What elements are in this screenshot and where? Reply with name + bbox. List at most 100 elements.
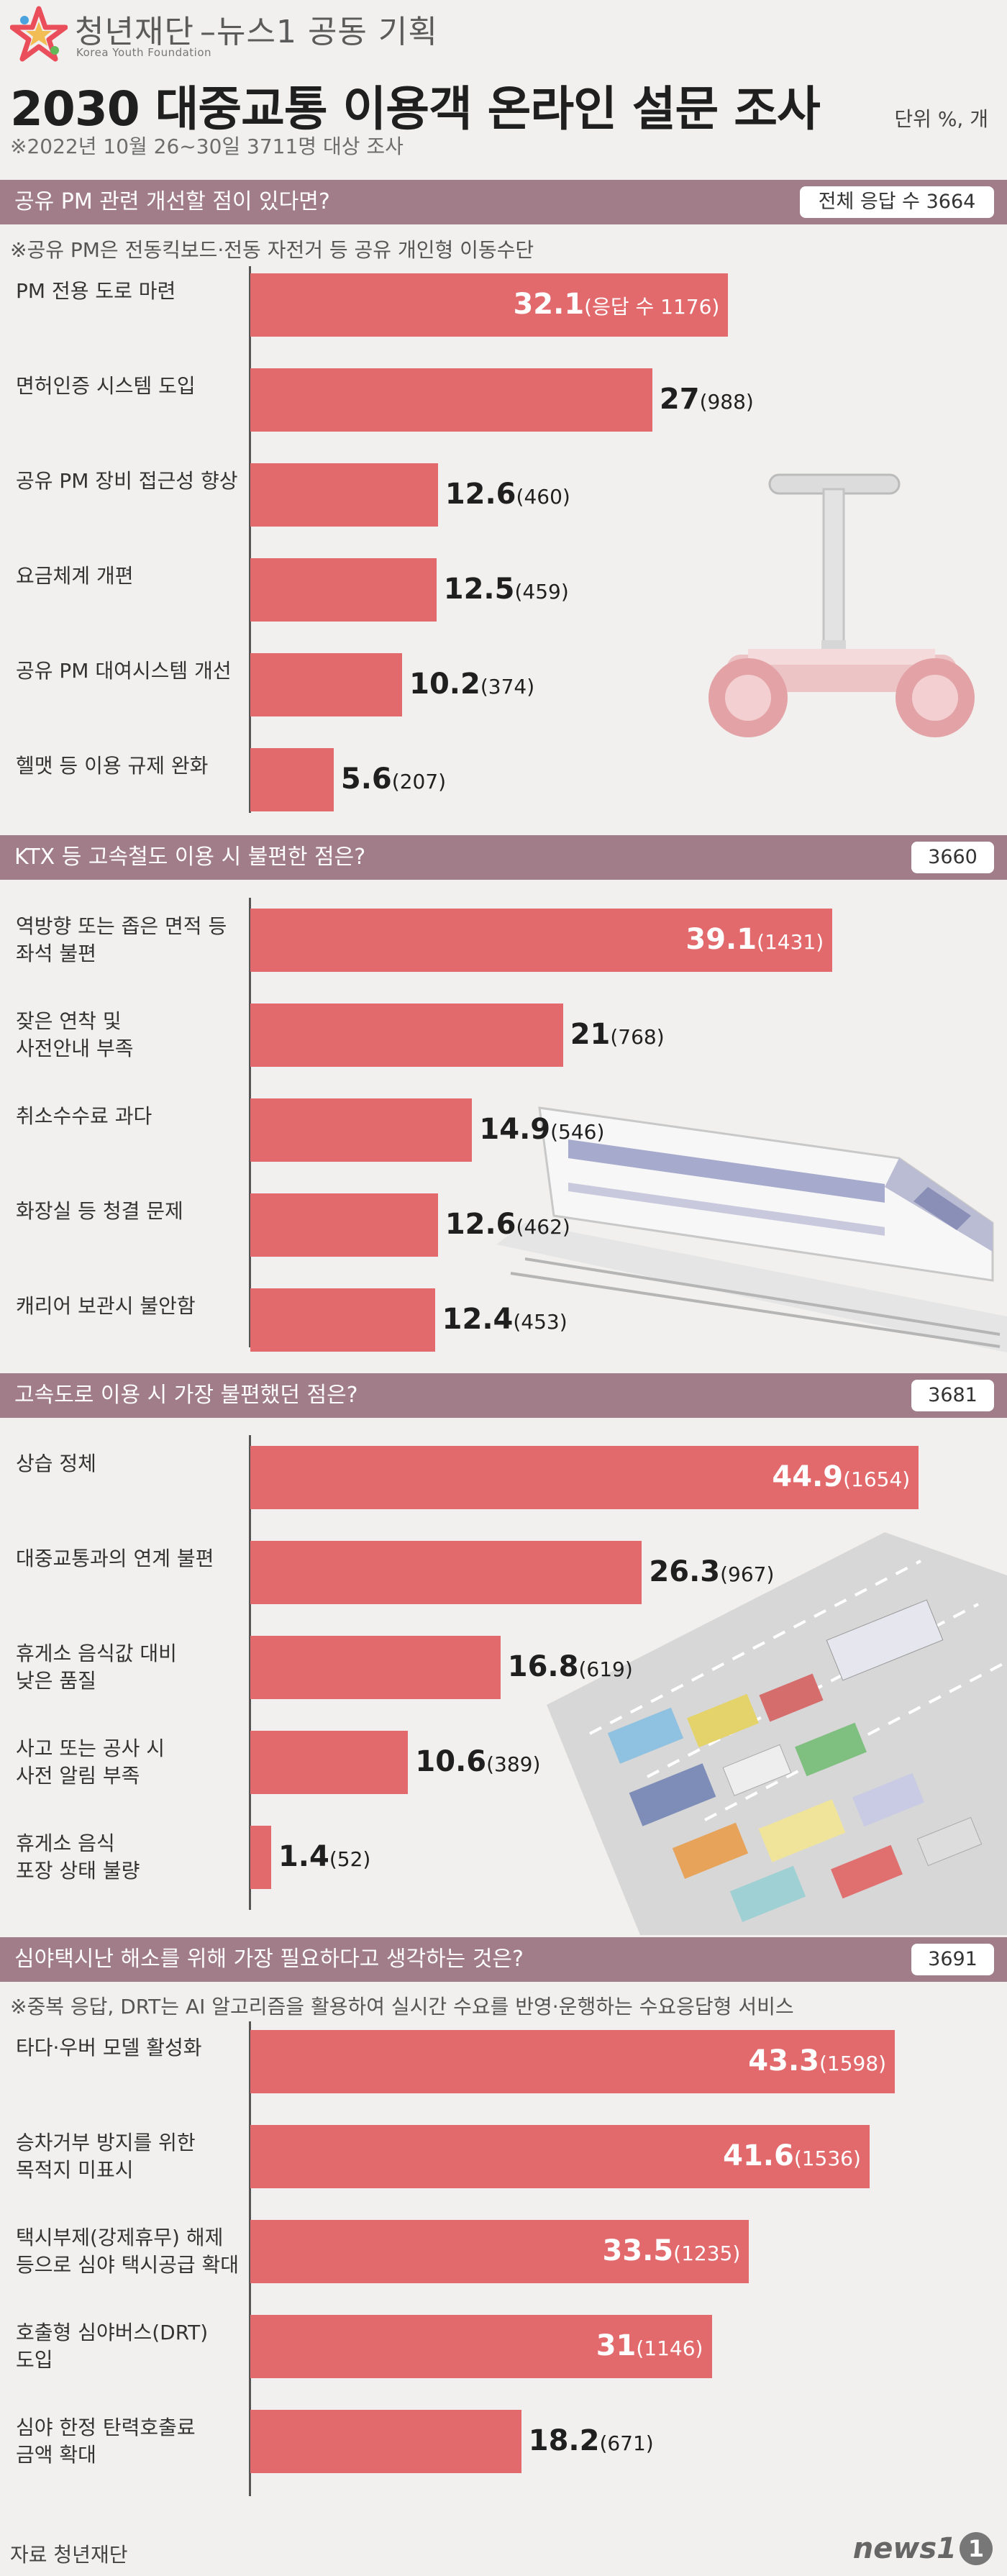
category-label: 휴게소 음식 포장 상태 불량 [16, 1831, 140, 1883]
source-label: 자료 청년재단 [10, 2543, 128, 2567]
response-count: (1146) [636, 2336, 703, 2360]
value-number: 12.6 [445, 478, 516, 511]
bar [250, 653, 403, 716]
bar [250, 273, 729, 337]
category-label: 화장실 등 청결 문제 [16, 1199, 183, 1223]
category-label: 사고 또는 공사 시 사전 알림 부족 [16, 1737, 165, 1788]
response-count: (207) [391, 770, 447, 793]
section-header: KTX 등 고속철도 이용 시 불편한 점은? 3660 [0, 835, 1007, 880]
response-count: (374) [480, 675, 535, 698]
section-header: 심야택시난 해소를 위해 가장 필요하다고 생각하는 것은? 3691 [0, 1937, 1007, 1982]
value-number: 12.5 [443, 573, 515, 606]
section-note: ※공유 PM은 전동킥보드·전동 자전거 등 공유 개인형 이동수단 [10, 238, 534, 262]
category-label: 취소수수료 과다 [16, 1104, 152, 1128]
train-illustration [496, 1106, 1007, 1352]
bar [250, 2410, 521, 2473]
section-question: 고속도로 이용 시 가장 불편했던 점은? [14, 1383, 358, 1408]
value-number: 44.9 [772, 1460, 844, 1493]
bar [250, 748, 334, 811]
category-label: 호출형 심야버스(DRT) 도입 [16, 2321, 209, 2372]
value-label: 21(768) [570, 1018, 665, 1051]
value-label: 1.4(52) [278, 1840, 370, 1873]
value-number: 31 [596, 2329, 637, 2362]
value-number: 12.6 [445, 1208, 516, 1241]
value-label: 32.1(응답 수 1176) [513, 288, 719, 321]
category-label: 공유 PM 장비 접근성 향상 [16, 469, 238, 493]
response-count: (768) [610, 1025, 665, 1049]
section-question: 공유 PM 관련 개선할 점이 있다면? [14, 189, 330, 214]
value-label: 26.3(967) [649, 1555, 774, 1588]
bar [250, 1003, 563, 1067]
total-responses-badge: 3691 [911, 1944, 994, 1975]
section-question: 심야택시난 해소를 위해 가장 필요하다고 생각하는 것은? [14, 1947, 524, 1972]
category-label: 역방향 또는 좁은 면적 등 좌석 불편 [16, 914, 227, 965]
response-count: (52) [329, 1847, 371, 1871]
value-label: 33.5(1235) [602, 2234, 740, 2267]
value-label: 18.2(671) [529, 2424, 654, 2457]
response-count: (546) [550, 1120, 605, 1144]
value-number: 21 [570, 1018, 611, 1051]
value-label: 10.2(374) [409, 668, 534, 701]
response-count: (671) [599, 2431, 654, 2455]
value-label: 44.9(1654) [772, 1460, 910, 1493]
org-name: 청년재단 [75, 14, 194, 50]
section-question: KTX 등 고속철도 이용 시 불편한 점은? [14, 845, 366, 870]
category-label: 대중교통과의 연계 불편 [16, 1547, 214, 1570]
category-label: 캐리어 보관시 불안함 [16, 1294, 196, 1318]
value-number: 10.6 [415, 1745, 487, 1778]
category-label: 잦은 연착 및 사전안내 부족 [16, 1009, 134, 1060]
category-label: 공유 PM 대여시스템 개선 [16, 659, 232, 683]
value-label: 12.6(460) [445, 478, 570, 511]
bar [250, 2220, 749, 2283]
value-number: 26.3 [649, 1555, 721, 1588]
category-label: 택시부제(강제휴무) 해제 등으로 심야 택시공급 확대 [16, 2226, 240, 2277]
response-count: (619) [578, 1657, 633, 1681]
response-count: (1235) [673, 2242, 741, 2265]
total-responses-badge: 3660 [911, 842, 994, 873]
category-label: 면허인증 시스템 도입 [16, 374, 196, 398]
category-label: 휴게소 음식값 대비 낮은 품질 [16, 1642, 177, 1693]
section-header: 고속도로 이용 시 가장 불편했던 점은? 3681 [0, 1373, 1007, 1418]
bar [250, 463, 438, 527]
bar [250, 1098, 473, 1162]
value-number: 33.5 [602, 2234, 674, 2267]
category-label: 상습 정체 [16, 1452, 96, 1475]
value-label: 5.6(207) [341, 763, 446, 796]
scooter-illustration [708, 473, 975, 737]
bar [250, 1826, 271, 1889]
bar [250, 368, 652, 432]
bar [250, 1446, 919, 1509]
logo-icon [9, 6, 68, 63]
value-number: 16.8 [507, 1650, 579, 1683]
page-title: 2030 대중교통 이용객 온라인 설문 조사 [10, 81, 821, 137]
value-number: 39.1 [685, 923, 757, 956]
value-number: 18.2 [528, 2424, 600, 2457]
value-number: 14.9 [479, 1113, 551, 1146]
value-number: 41.6 [723, 2139, 794, 2172]
bar [250, 1636, 501, 1699]
response-count: (453) [513, 1310, 568, 1334]
bar [250, 2125, 870, 2188]
traffic-illustration [547, 1532, 1007, 1935]
response-count: (1598) [819, 2052, 887, 2075]
response-count: (967) [720, 1562, 775, 1586]
response-count: (460) [516, 485, 570, 509]
value-label: 12.6(462) [445, 1208, 570, 1241]
response-count: (462) [516, 1215, 570, 1239]
value-number: 32.1 [513, 288, 585, 321]
response-count: (1536) [793, 2147, 861, 2170]
survey-note: ※2022년 10월 26~30일 3711명 대상 조사 [10, 135, 404, 158]
value-label: 12.4(453) [442, 1303, 568, 1336]
category-label: 심야 한정 탄력호출료 금액 확대 [16, 2416, 196, 2467]
value-number: 5.6 [340, 763, 392, 796]
bar [250, 1193, 438, 1257]
value-label: 43.3(1598) [748, 2044, 886, 2077]
response-count: (988) [699, 390, 754, 414]
value-number: 43.3 [748, 2044, 819, 2077]
response-count: (1431) [757, 930, 824, 954]
value-label: 14.9(546) [479, 1113, 604, 1146]
total-responses-badge: 전체 응답 수 3664 [800, 186, 994, 218]
category-label: 헬맷 등 이용 규제 완화 [16, 754, 209, 778]
axis-line [249, 898, 251, 1347]
value-label: 12.5(459) [444, 573, 569, 606]
